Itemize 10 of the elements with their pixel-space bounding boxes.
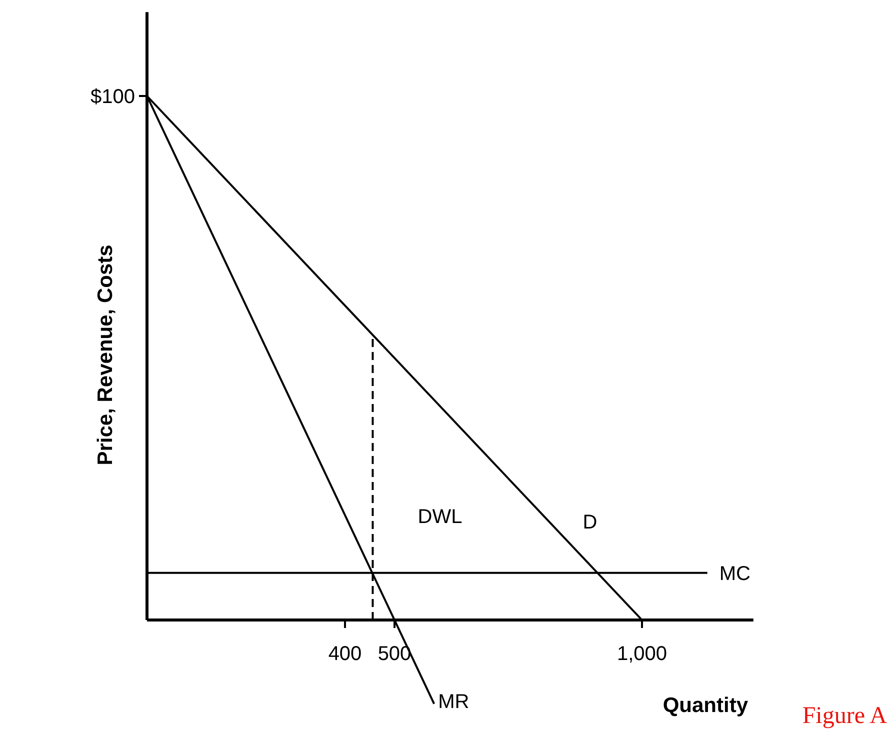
x-axis-title: Quantity (662, 694, 748, 717)
annotation: DWL (418, 506, 462, 528)
x-tick-label: 1,000 (616, 643, 668, 665)
series-label: MC (719, 562, 750, 585)
y-axis-title: Price, Revenue, Costs (94, 244, 117, 466)
series-label: D (582, 512, 598, 534)
x-tick-label: 400 (328, 643, 362, 665)
text: Figure A (802, 703, 888, 729)
series-label: MR (438, 690, 470, 713)
text: $100 (90, 86, 135, 108)
